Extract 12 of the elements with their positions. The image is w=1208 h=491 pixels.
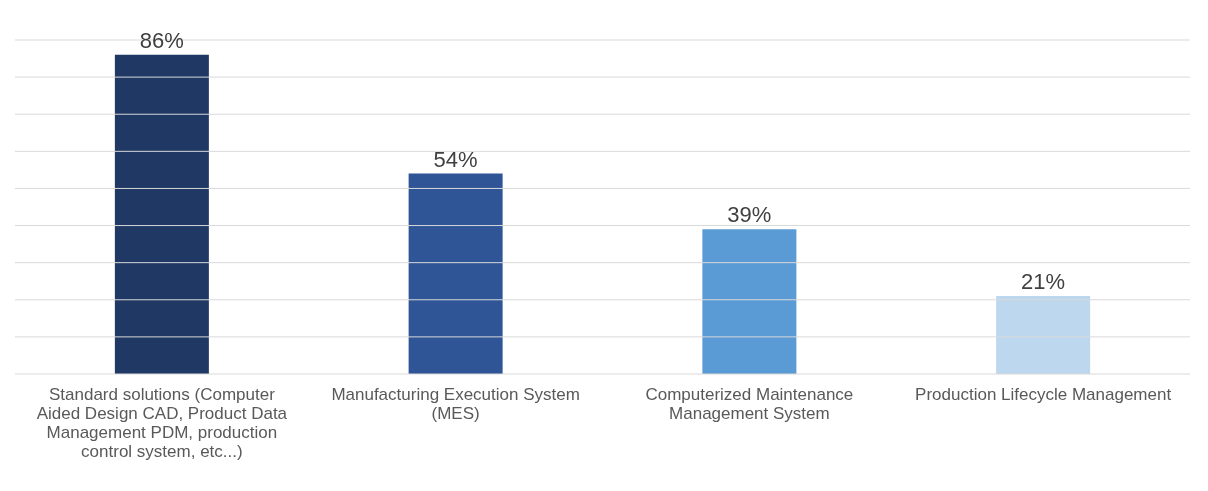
data-label: 54% [433, 146, 478, 172]
data-label: 21% [1021, 269, 1066, 295]
x-tick-label: Standard solutions (Computer Aided Design CAD, Product Data Management PDM, production control system, etc...) [36, 384, 288, 461]
data-label: 86% [139, 27, 184, 53]
data-label: 39% [727, 202, 772, 228]
x-tick-label: Computerized Maintenance Management System [645, 384, 854, 423]
bar [996, 296, 1091, 374]
x-tick-label: Production Lifecycle Management [915, 384, 1172, 404]
bar [114, 54, 209, 374]
x-tick-label: Manufacturing Execution System (MES) [331, 384, 580, 423]
bar [408, 173, 503, 374]
bar [702, 229, 797, 374]
